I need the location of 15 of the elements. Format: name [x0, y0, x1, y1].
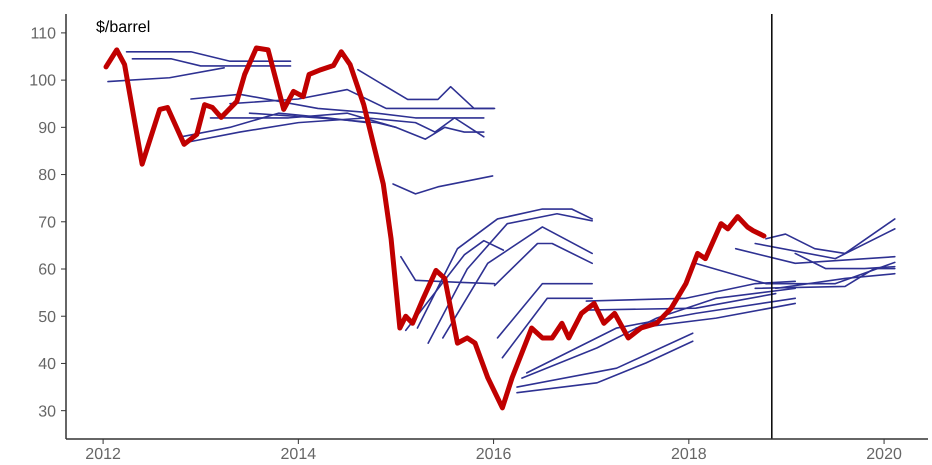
x-tick-label: 2012: [85, 446, 121, 463]
x-tick-label: 2016: [476, 446, 512, 463]
y-tick-label: 110: [30, 25, 56, 42]
y-tick-label: 80: [38, 167, 56, 184]
y-tick-label: 30: [38, 403, 56, 420]
y-tick-label: 40: [38, 356, 56, 374]
y-axis-title: $/barrel: [96, 19, 150, 36]
y-tick-label: 50: [38, 308, 56, 326]
x-tick-label: 2018: [671, 446, 707, 463]
x-tick-label: 2020: [866, 446, 902, 463]
y-tick-label: 100: [29, 72, 56, 90]
x-tick-label: 2014: [280, 446, 316, 463]
y-tick-label: 60: [38, 262, 56, 279]
y-tick-label: 90: [38, 120, 56, 137]
y-tick-label: 70: [38, 214, 56, 232]
